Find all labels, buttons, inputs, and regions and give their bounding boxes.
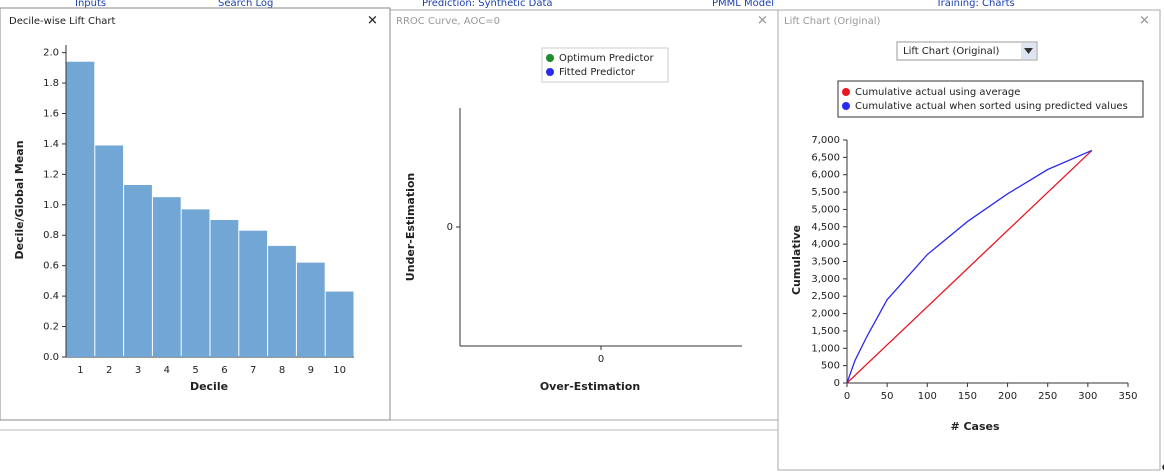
y-tick-label: 0: [834, 378, 840, 389]
legend: [541, 47, 669, 83]
tab[interactable]: Training: Charts: [935, 0, 1015, 9]
y-tick-label: 5,000: [811, 204, 840, 215]
close-button[interactable]: ✕: [757, 14, 768, 29]
x-tick-label: 3: [135, 365, 141, 376]
window-title: Decile-wise Lift Chart: [9, 16, 116, 27]
x-tick-label: 5: [192, 365, 198, 376]
y-tick-label: 2.0: [43, 48, 59, 59]
bar: [95, 145, 124, 357]
legend-label: Cumulative actual using average: [855, 87, 1020, 98]
close-button[interactable]: ✕: [1139, 14, 1150, 29]
legend-label: Cumulative actual when sorted using pred…: [855, 101, 1128, 112]
y-tick-label: 6,500: [811, 152, 840, 163]
x-axis-label: # Cases: [950, 420, 1000, 433]
y-tick-label: 6,000: [811, 170, 840, 181]
y-tick-label: 0.6: [43, 261, 59, 272]
y-tick-label: 3,500: [811, 257, 840, 268]
bar: [210, 220, 239, 357]
y-tick-label: 1.6: [43, 108, 59, 119]
y-tick-label: 2,500: [811, 291, 840, 302]
y-tick-label: 1.0: [43, 200, 59, 211]
y-tick-label: 1.2: [43, 169, 59, 180]
y-tick-label: 1,000: [811, 343, 840, 354]
y-tick-label: 0.0: [43, 352, 59, 363]
bar: [66, 61, 95, 358]
x-tick-label: 10: [333, 365, 346, 376]
bar: [268, 245, 296, 357]
window-title: Lift Chart (Original): [784, 16, 880, 27]
y-tick-label: 0.8: [43, 230, 59, 241]
bar: [296, 262, 325, 357]
legend-label: Optimum Predictor: [559, 53, 654, 64]
y-axis-label: Under-Estimation: [404, 173, 417, 281]
y-axis-label: Decile/Global Mean: [13, 140, 26, 259]
tab[interactable]: PMML Model: [712, 0, 774, 9]
x-tick-label: 100: [918, 391, 937, 402]
y-axis-label: Cumulative: [790, 225, 803, 295]
tab[interactable]: Prediction: Synthetic Data: [422, 0, 553, 9]
bar: [325, 291, 354, 357]
x-axis-label: Decile: [190, 380, 228, 393]
series-line: [846, 149, 1093, 384]
y-tick-label: 5,500: [811, 187, 840, 198]
y-tick-label: 500: [821, 361, 840, 372]
y-tick-label: 0: [447, 222, 453, 233]
legend: [837, 80, 1144, 118]
x-tick-label: 4: [164, 365, 170, 376]
x-axis-label: Over-Estimation: [540, 380, 640, 393]
x-tick-label: 2: [106, 365, 112, 376]
dropdown-value: Lift Chart (Original): [903, 46, 999, 57]
x-tick-label: 300: [1078, 391, 1097, 402]
x-tick-label: 1: [77, 365, 83, 376]
legend-swatch: [842, 102, 850, 110]
y-tick-label: 4,500: [811, 222, 840, 233]
series-line: [846, 149, 1093, 384]
legend-swatch: [546, 68, 554, 76]
dropdown-arrow-icon: [1024, 48, 1033, 54]
y-tick-label: 0.2: [43, 322, 59, 333]
y-tick-label: 7,000: [811, 135, 840, 146]
bar: [124, 185, 152, 357]
bar: [181, 209, 210, 357]
bar: [239, 230, 268, 357]
tab[interactable]: Inputs: [75, 0, 106, 9]
close-button[interactable]: ✕: [367, 14, 378, 29]
y-tick-label: 3,000: [811, 274, 840, 285]
x-tick-label: 50: [881, 391, 894, 402]
y-tick-label: 1.4: [43, 139, 59, 150]
legend-swatch: [546, 54, 554, 62]
y-tick-label: 4,000: [811, 239, 840, 250]
x-tick-label: 7: [250, 365, 256, 376]
y-tick-label: 2,000: [811, 309, 840, 320]
dropdown[interactable]: [896, 41, 1038, 61]
legend-swatch: [842, 88, 850, 96]
x-tick-label: 250: [1038, 391, 1057, 402]
x-tick-label: 0: [844, 391, 850, 402]
x-tick-label: 6: [221, 365, 227, 376]
x-tick-label: 0: [598, 354, 604, 365]
x-tick-label: 9: [308, 365, 314, 376]
tab[interactable]: Search Log: [218, 0, 273, 9]
x-tick-label: 200: [998, 391, 1017, 402]
x-tick-label: 8: [279, 365, 285, 376]
bar: [152, 197, 181, 357]
x-tick-label: 350: [1118, 391, 1137, 402]
x-tick-label: 150: [958, 391, 977, 402]
y-tick-label: 0.4: [43, 291, 59, 302]
legend-label: Fitted Predictor: [559, 67, 636, 78]
y-tick-label: 1.8: [43, 78, 59, 89]
window-title: RROC Curve, AOC=0: [396, 16, 500, 27]
y-tick-label: 1,500: [811, 326, 840, 337]
